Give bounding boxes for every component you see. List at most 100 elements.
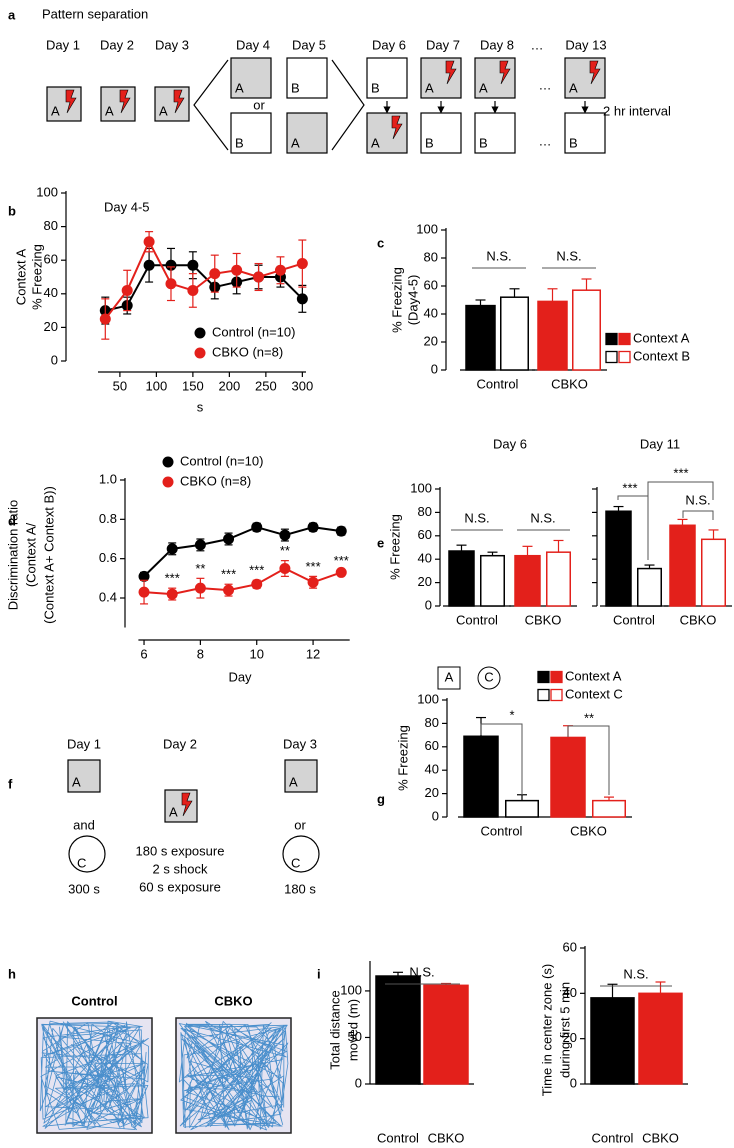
point xyxy=(165,259,177,271)
day-label: Day 13 xyxy=(565,37,606,52)
y-tick-label: 80 xyxy=(418,504,432,519)
context-box xyxy=(67,759,101,793)
significance: N.S. xyxy=(556,248,581,263)
significance: *** xyxy=(673,465,688,480)
point xyxy=(194,582,206,594)
y-tick-label: 0 xyxy=(570,1075,577,1090)
context-letter: B xyxy=(425,135,434,150)
panel-label: h xyxy=(8,966,16,981)
point xyxy=(187,259,199,271)
x-tick-label: Control xyxy=(613,612,655,627)
bracket xyxy=(647,481,714,500)
panel-label: c xyxy=(377,235,384,250)
x-tick-label: 12 xyxy=(306,646,320,661)
point xyxy=(335,525,347,537)
y-tick-label: 50 xyxy=(348,1029,362,1044)
bar xyxy=(590,997,635,1085)
panel-label: d xyxy=(8,513,16,528)
context-box xyxy=(286,112,328,154)
context-letter: C xyxy=(77,855,86,870)
protocol-line: 60 s exposure xyxy=(139,879,221,894)
context-letter: B xyxy=(569,135,578,150)
y-tick-label: 100 xyxy=(417,691,439,706)
context-letter: A xyxy=(51,103,60,118)
legend-swatch xyxy=(537,688,550,702)
legend-label: CBKO (n=8) xyxy=(180,473,251,488)
context-letter: C xyxy=(291,855,300,870)
context-letter: A xyxy=(105,103,114,118)
day-label: Day 1 xyxy=(67,736,101,751)
trajectory xyxy=(178,1021,289,1131)
x-tick-label: 300 xyxy=(291,378,313,393)
chevron xyxy=(331,59,365,151)
y-tick-label: 0 xyxy=(51,352,58,367)
y-tick-label: 0 xyxy=(432,808,439,823)
chart-title: Day 11 xyxy=(640,436,680,451)
y-tick-label: 40 xyxy=(44,285,58,300)
context-icon-label: A xyxy=(445,669,454,684)
chart-title: Day 4-5 xyxy=(104,199,150,214)
x-tick-label: Control xyxy=(477,376,519,391)
context-letter: B xyxy=(371,80,380,95)
legend-label: Context A xyxy=(633,330,690,345)
y-tick-label: 40 xyxy=(563,985,577,1000)
context-box xyxy=(474,112,516,154)
y-tick-label: 100 xyxy=(410,480,432,495)
bar xyxy=(537,300,568,371)
significance: *** xyxy=(249,563,264,578)
legend-marker xyxy=(194,327,206,339)
point xyxy=(187,284,199,296)
bar xyxy=(546,551,571,607)
duration-label: 300 s xyxy=(68,881,100,896)
bar xyxy=(505,799,539,818)
context-icon-label: C xyxy=(484,669,493,684)
x-tick-label: 6 xyxy=(140,646,147,661)
y-tick-label: 0 xyxy=(425,597,432,612)
chart-title: Day 6 xyxy=(493,436,527,451)
context-letter: B xyxy=(291,80,300,95)
day-label: Day 8 xyxy=(480,37,514,52)
point xyxy=(223,584,235,596)
y-axis-label: during first 5 min xyxy=(557,982,572,1078)
bar xyxy=(463,735,499,818)
y-tick-label: 0 xyxy=(355,1075,362,1090)
shock-icon xyxy=(499,60,511,85)
shock-icon xyxy=(119,89,131,114)
legend-swatch xyxy=(550,688,563,702)
significance: *** xyxy=(221,567,236,582)
context-letter: B xyxy=(479,135,488,150)
panel-label: g xyxy=(377,791,385,806)
x-tick-label: CBKO xyxy=(551,376,588,391)
significance: N.S. xyxy=(530,510,555,525)
point xyxy=(279,563,291,574)
day-label: Day 1 xyxy=(46,37,80,52)
bar xyxy=(669,524,696,607)
y-tick-label: 40 xyxy=(424,305,438,320)
significance: ** xyxy=(584,710,594,725)
y-axis-label: % Freezing xyxy=(29,244,44,310)
point xyxy=(138,586,150,598)
legend-label: Control (n=10) xyxy=(180,453,263,468)
panel-label: a xyxy=(8,7,16,22)
point xyxy=(296,258,308,270)
point xyxy=(99,313,111,325)
group-title: Control xyxy=(71,993,117,1008)
bar xyxy=(572,289,601,371)
y-axis-label: % Freezing xyxy=(387,514,402,580)
context-box xyxy=(286,57,328,99)
context-letter: A xyxy=(169,804,178,819)
context-box xyxy=(564,112,606,154)
panel-label: f xyxy=(8,776,13,791)
x-tick-label: CBKO xyxy=(570,823,607,838)
y-tick-label: 0.4 xyxy=(99,589,117,604)
context-circle xyxy=(68,835,106,873)
bar xyxy=(550,736,586,818)
y-axis-label: (Context A+ Context B)) xyxy=(41,486,56,624)
day-label: Day 3 xyxy=(283,736,317,751)
arena-border xyxy=(36,1017,153,1134)
point xyxy=(307,521,319,533)
x-tick-label: 250 xyxy=(255,378,277,393)
point xyxy=(274,264,286,276)
y-tick-label: 100 xyxy=(340,982,362,997)
